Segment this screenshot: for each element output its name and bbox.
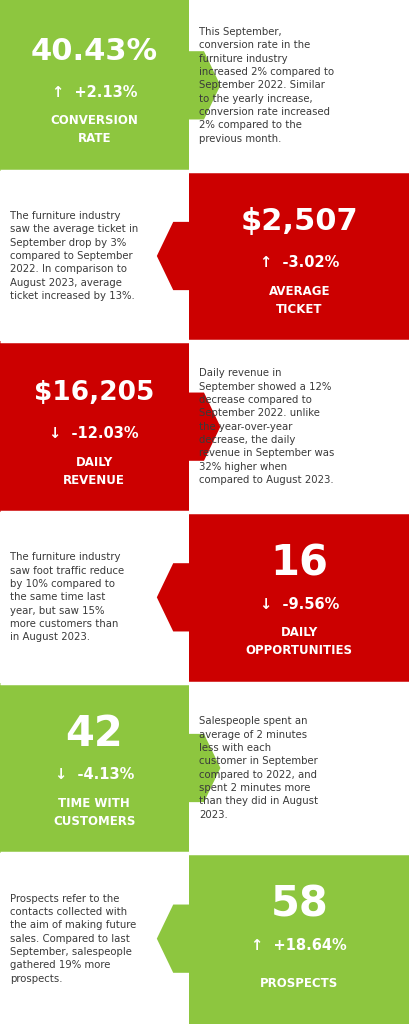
- Text: TIME WITH
CUSTOMERS: TIME WITH CUSTOMERS: [53, 797, 135, 827]
- Bar: [188, 0, 409, 171]
- Text: ↑  +2.13%: ↑ +2.13%: [52, 85, 137, 99]
- Text: Daily revenue in
September showed a 12%
decrease compared to
September 2022. unl: Daily revenue in September showed a 12% …: [198, 369, 333, 485]
- Text: 58: 58: [270, 884, 328, 926]
- Text: The furniture industry
saw the average ticket in
September drop by 3%
compared t: The furniture industry saw the average t…: [10, 211, 138, 301]
- Text: AVERAGE
TICKET: AVERAGE TICKET: [268, 285, 329, 315]
- Text: DAILY
REVENUE: DAILY REVENUE: [63, 456, 125, 486]
- Text: 16: 16: [270, 542, 328, 585]
- Bar: [0, 853, 188, 1024]
- Bar: [188, 683, 409, 853]
- Text: ↓  -4.13%: ↓ -4.13%: [54, 767, 134, 782]
- Bar: [0, 171, 188, 341]
- Polygon shape: [157, 734, 220, 802]
- Text: ↑  +18.64%: ↑ +18.64%: [251, 938, 346, 953]
- Text: 40.43%: 40.43%: [31, 37, 157, 66]
- Polygon shape: [157, 51, 220, 120]
- Polygon shape: [157, 392, 220, 461]
- Bar: [0, 683, 188, 853]
- Polygon shape: [157, 222, 220, 290]
- Text: CONVERSION
RATE: CONVERSION RATE: [50, 115, 138, 145]
- Text: $16,205: $16,205: [34, 380, 154, 406]
- Bar: [0, 512, 188, 683]
- Bar: [188, 512, 409, 683]
- Bar: [0, 0, 188, 171]
- Polygon shape: [157, 904, 220, 973]
- Bar: [188, 171, 409, 341]
- Bar: [0, 341, 188, 512]
- Polygon shape: [157, 563, 220, 632]
- Text: DAILY
OPPORTUNITIES: DAILY OPPORTUNITIES: [245, 627, 352, 657]
- Text: Salespeople spent an
average of 2 minutes
less with each
customer in September
c: Salespeople spent an average of 2 minute…: [198, 716, 317, 820]
- Bar: [188, 853, 409, 1024]
- Text: The furniture industry
saw foot traffic reduce
by 10% compared to
the same time : The furniture industry saw foot traffic …: [10, 552, 124, 642]
- Text: $2,507: $2,507: [240, 208, 357, 237]
- Text: ↓  -12.03%: ↓ -12.03%: [49, 426, 139, 441]
- Text: Prospects refer to the
contacts collected with
the aim of making future
sales. C: Prospects refer to the contacts collecte…: [10, 894, 136, 984]
- Bar: [188, 341, 409, 512]
- Text: 42: 42: [65, 713, 123, 755]
- Text: ↑  -3.02%: ↑ -3.02%: [259, 255, 338, 270]
- Text: ↓  -9.56%: ↓ -9.56%: [259, 597, 338, 611]
- Text: PROSPECTS: PROSPECTS: [260, 977, 337, 989]
- Text: This September,
conversion rate in the
furniture industry
increased 2% compared : This September, conversion rate in the f…: [198, 27, 333, 143]
